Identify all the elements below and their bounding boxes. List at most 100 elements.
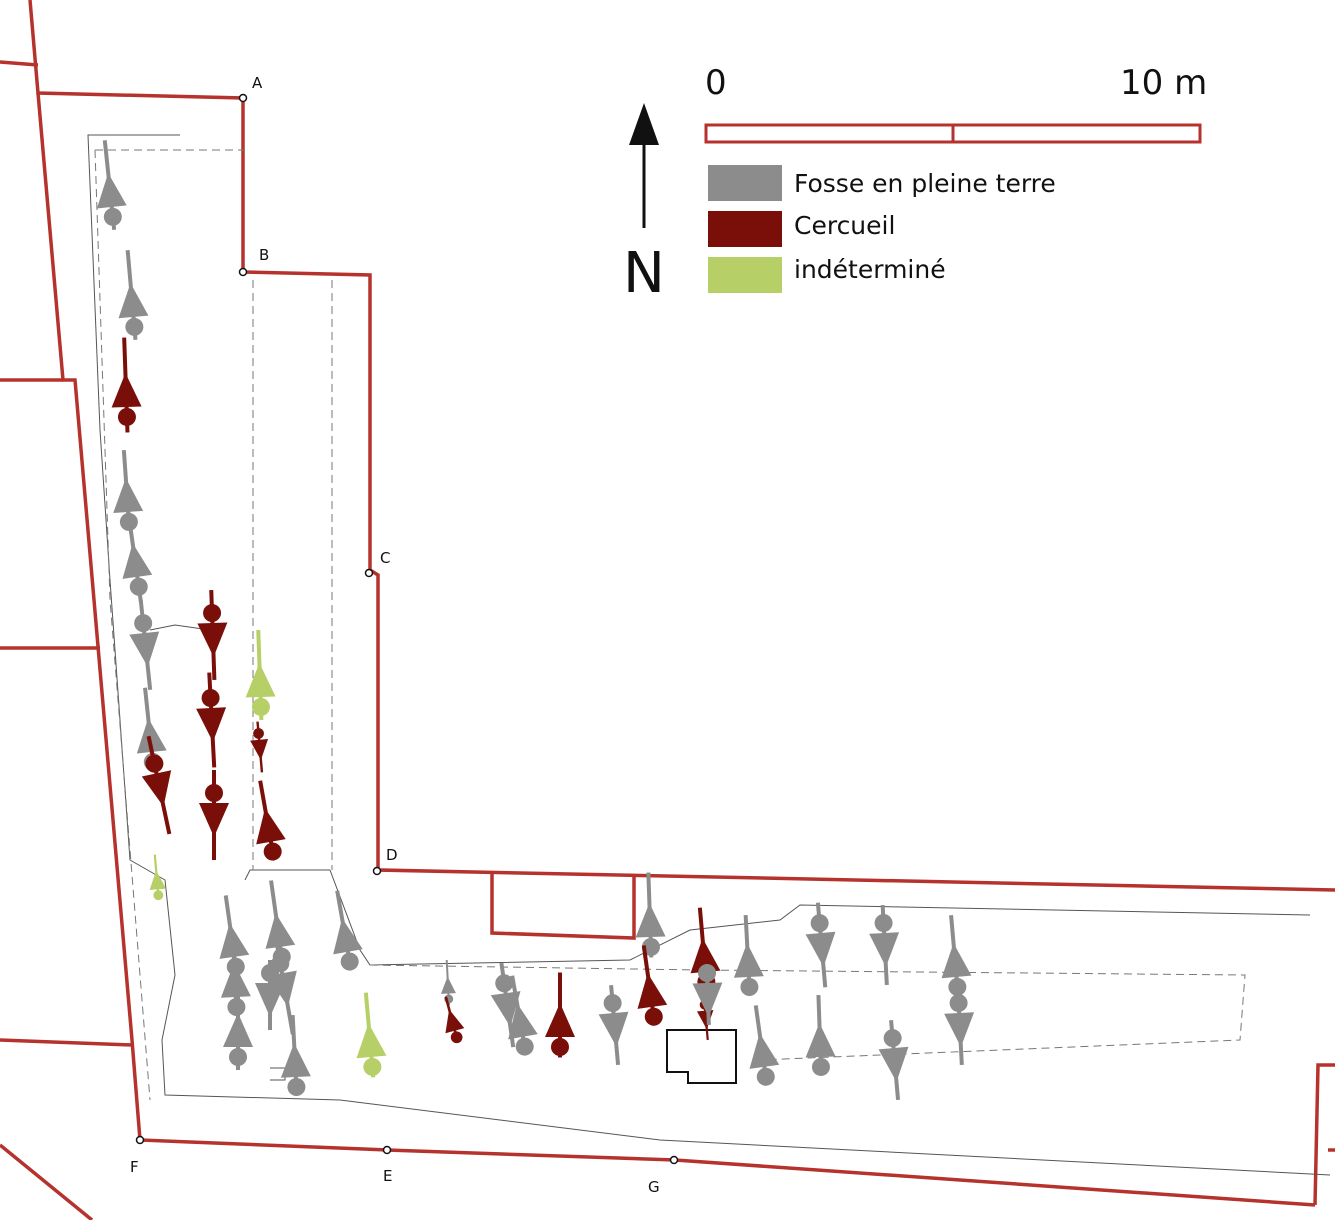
- burial-head: [551, 1038, 569, 1056]
- burial-body: [129, 631, 160, 667]
- burial-head: [287, 1077, 306, 1096]
- survey-point-marker: [238, 93, 248, 103]
- burial-head: [153, 890, 164, 901]
- burial-head: [201, 689, 220, 708]
- burial-marker: [197, 589, 228, 681]
- burial-body: [869, 932, 900, 967]
- survey-point-g-label: G: [648, 1178, 660, 1196]
- burial-head: [117, 407, 136, 426]
- survey-point-marker: [382, 1145, 392, 1155]
- burial-head: [644, 1007, 663, 1026]
- burial-head: [227, 997, 246, 1016]
- burial-marker: [245, 629, 276, 721]
- burial-head: [203, 604, 222, 623]
- excavation-boundary-line: [28, 0, 1335, 892]
- north-label: N: [623, 241, 665, 306]
- burial-marker: [941, 914, 972, 996]
- burials-layer: [96, 140, 975, 1101]
- burial-head: [363, 1057, 382, 1076]
- burial-marker: [255, 960, 285, 1030]
- legend-label-fosse: Fosse en pleine terre: [794, 169, 1056, 198]
- burial-marker: [129, 600, 160, 690]
- scale-start-label: 0: [705, 63, 727, 103]
- burial-body: [280, 1043, 311, 1078]
- burial-body: [598, 1011, 629, 1047]
- burial-head: [495, 974, 514, 993]
- north-arrow: N: [623, 103, 665, 306]
- burial-marker: [280, 1014, 311, 1096]
- burial-marker: [118, 250, 149, 341]
- burial-marker: [749, 1005, 780, 1086]
- burial-head: [251, 697, 270, 716]
- burial-head: [949, 994, 968, 1013]
- burial-body: [878, 1046, 909, 1082]
- burial-body: [696, 1009, 714, 1030]
- burial-body: [265, 913, 296, 949]
- parcel-line: [36, 92, 1316, 1207]
- burial-marker: [149, 854, 167, 901]
- burial-marker: [356, 992, 387, 1078]
- burial-body: [111, 373, 142, 408]
- burial-head: [205, 784, 223, 802]
- survey-point-marker: [238, 267, 248, 277]
- burial-body: [440, 976, 456, 994]
- survey-point-marker: [135, 1135, 145, 1145]
- burial-marker: [219, 895, 250, 976]
- burial-body: [490, 991, 521, 1027]
- burial-body: [805, 931, 836, 967]
- modern-structure: [666, 1029, 737, 1084]
- parcel-line: [0, 1143, 94, 1220]
- burial-body: [333, 918, 363, 955]
- burial-head: [883, 1029, 902, 1048]
- burial-body: [690, 938, 721, 974]
- burial-body: [199, 803, 229, 837]
- burial-body: [508, 1003, 538, 1040]
- parcel-line: [0, 1038, 133, 1047]
- burial-body: [445, 1009, 465, 1034]
- survey-points: A B C D E F G: [130, 74, 679, 1196]
- burial-marker: [805, 994, 836, 1076]
- survey-point-c-label: C: [380, 549, 390, 567]
- burial-body: [196, 707, 227, 742]
- burial-head: [340, 952, 359, 971]
- burial-marker: [141, 735, 172, 835]
- burial-marker: [805, 902, 836, 988]
- scale-bar-segment: [951, 123, 1202, 144]
- legend-swatch-indetermine: [708, 257, 782, 293]
- burial-body: [749, 1033, 780, 1069]
- burial-body: [141, 770, 172, 807]
- burial-head: [229, 1048, 247, 1066]
- excavation-outline: [87, 134, 1331, 1176]
- burial-marker: [733, 914, 764, 996]
- parcel-line: [1313, 1063, 1335, 1206]
- burial-marker: [333, 890, 363, 971]
- burial-head: [450, 1031, 463, 1044]
- burial-body: [197, 622, 228, 657]
- burial-body: [944, 1012, 975, 1047]
- burial-marker: [637, 945, 668, 1026]
- survey-point-marker: [669, 1155, 679, 1165]
- burial-body: [637, 973, 668, 1009]
- burial-head: [253, 728, 264, 739]
- burial-head: [811, 1057, 830, 1076]
- burial-body: [941, 943, 972, 979]
- legend-label-indetermine: indéterminé: [794, 255, 946, 284]
- burial-marker: [598, 984, 629, 1066]
- burial-marker: [250, 721, 269, 773]
- burial-marker: [220, 939, 251, 1016]
- burial-body: [149, 870, 167, 891]
- burial-body: [96, 173, 127, 209]
- burial-body: [635, 903, 666, 938]
- burial-marker: [256, 780, 286, 861]
- burial-marker: [122, 507, 153, 603]
- burial-head: [134, 614, 153, 633]
- burial-head: [103, 207, 122, 226]
- burial-marker: [196, 672, 227, 768]
- burial-head: [125, 317, 144, 336]
- burial-head: [698, 964, 717, 983]
- burial-marker: [508, 975, 538, 1056]
- burial-head: [261, 964, 279, 982]
- north-arrow-icon: [629, 103, 659, 145]
- survey-point-marker: [372, 866, 382, 876]
